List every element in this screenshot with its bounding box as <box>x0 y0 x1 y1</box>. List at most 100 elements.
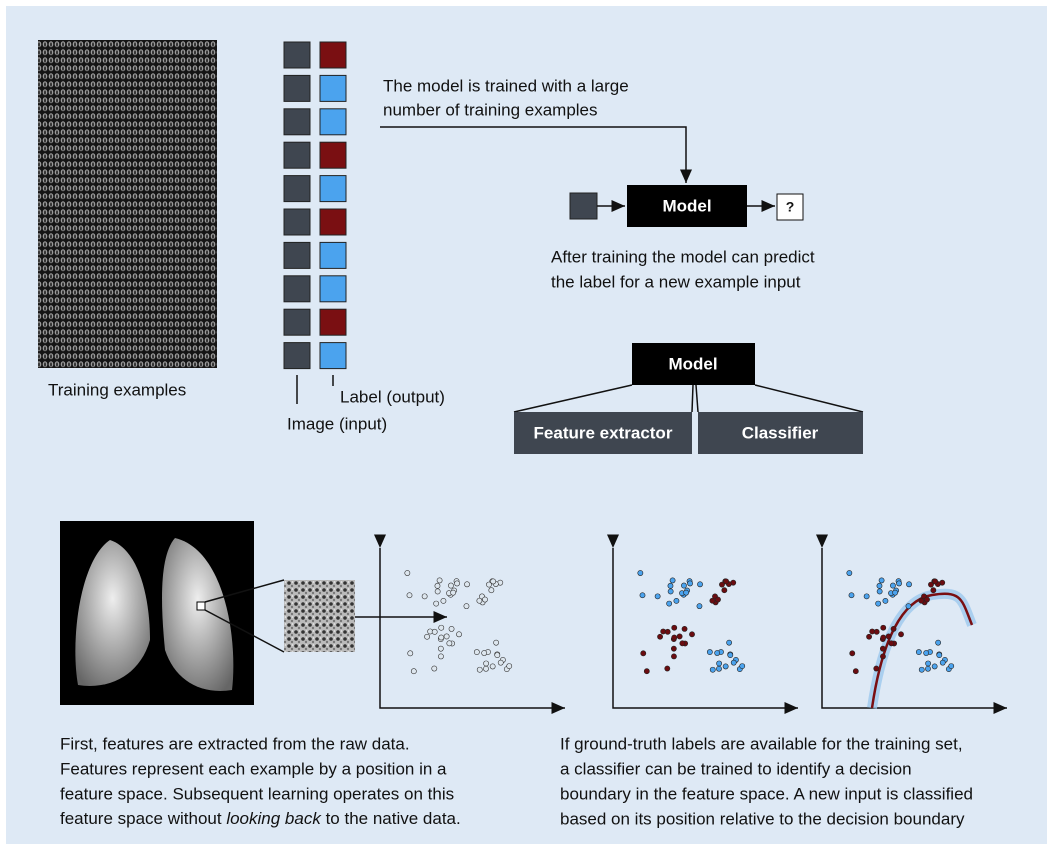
point <box>710 598 715 603</box>
point <box>665 629 670 634</box>
paragraph-line: First, features are extracted from the r… <box>60 734 410 753</box>
caption: Training examples <box>48 380 186 399</box>
point <box>864 594 869 599</box>
point <box>893 590 898 595</box>
point <box>644 669 649 674</box>
point <box>919 598 924 603</box>
image-square <box>284 343 310 369</box>
point <box>731 660 736 665</box>
point <box>936 640 941 645</box>
point <box>444 634 449 639</box>
note: number of training examples <box>383 100 598 119</box>
point <box>672 625 677 630</box>
point <box>924 650 929 655</box>
point <box>926 661 931 666</box>
point <box>933 579 938 584</box>
point <box>484 661 489 666</box>
note: After training the model can predict <box>551 247 815 266</box>
point <box>919 667 924 672</box>
point <box>687 581 692 586</box>
point <box>432 629 437 634</box>
point <box>494 640 499 645</box>
point <box>722 588 727 593</box>
point <box>668 583 673 588</box>
point <box>881 635 886 640</box>
training-grid <box>38 40 217 368</box>
point <box>407 593 412 598</box>
point <box>408 651 413 656</box>
point <box>668 589 673 594</box>
point <box>681 583 686 588</box>
point <box>671 646 676 651</box>
point <box>880 646 885 651</box>
point <box>640 593 645 598</box>
label-square <box>320 343 346 369</box>
model-label: Model <box>668 354 717 373</box>
point <box>879 578 884 583</box>
point <box>655 594 660 599</box>
image-square <box>284 276 310 302</box>
image-square <box>284 209 310 235</box>
point <box>932 664 937 669</box>
point <box>638 570 643 575</box>
point <box>474 649 479 654</box>
point <box>438 654 443 659</box>
point <box>740 663 745 668</box>
label-square <box>320 309 346 335</box>
paragraph-line: boundary in the feature space. A new inp… <box>560 784 973 803</box>
point <box>717 661 722 666</box>
point <box>489 588 494 593</box>
point <box>464 582 469 587</box>
label: Label (output) <box>340 387 445 406</box>
patch <box>284 580 355 652</box>
point <box>677 634 682 639</box>
paragraph-line: feature space. Subsequent learning opera… <box>60 784 454 803</box>
point <box>434 601 439 606</box>
text: feature space without <box>60 809 226 828</box>
point <box>498 660 503 665</box>
image-square <box>284 309 310 335</box>
point <box>877 589 882 594</box>
note: The model is trained with a large <box>383 76 629 95</box>
point <box>697 582 702 587</box>
point <box>424 634 429 639</box>
point <box>435 589 440 594</box>
point <box>682 626 687 631</box>
point <box>435 583 440 588</box>
point <box>931 588 936 593</box>
point <box>890 583 895 588</box>
point <box>684 590 689 595</box>
point <box>438 646 443 651</box>
point <box>886 634 891 639</box>
image-square <box>284 75 310 101</box>
image-square <box>284 109 310 135</box>
point <box>451 590 456 595</box>
classifier-label: Classifier <box>742 423 819 442</box>
point <box>689 632 694 637</box>
input-square <box>570 193 597 219</box>
point <box>853 669 858 674</box>
point <box>491 579 496 584</box>
label-square <box>320 142 346 168</box>
image-square <box>284 242 310 268</box>
point <box>482 650 487 655</box>
point <box>896 581 901 586</box>
point <box>441 598 446 603</box>
roi <box>197 602 205 610</box>
point <box>657 634 662 639</box>
label-square <box>320 176 346 202</box>
point <box>671 654 676 659</box>
point <box>439 635 444 640</box>
point <box>483 666 488 671</box>
point <box>715 650 720 655</box>
label-square <box>320 242 346 268</box>
text: to the native data. <box>321 809 461 828</box>
point <box>874 629 879 634</box>
point <box>866 634 871 639</box>
emphasis: looking back <box>226 809 322 828</box>
point <box>405 570 410 575</box>
paragraph-line: feature space without looking back to th… <box>60 809 461 828</box>
point <box>672 635 677 640</box>
point <box>924 597 929 602</box>
label-square <box>320 276 346 302</box>
